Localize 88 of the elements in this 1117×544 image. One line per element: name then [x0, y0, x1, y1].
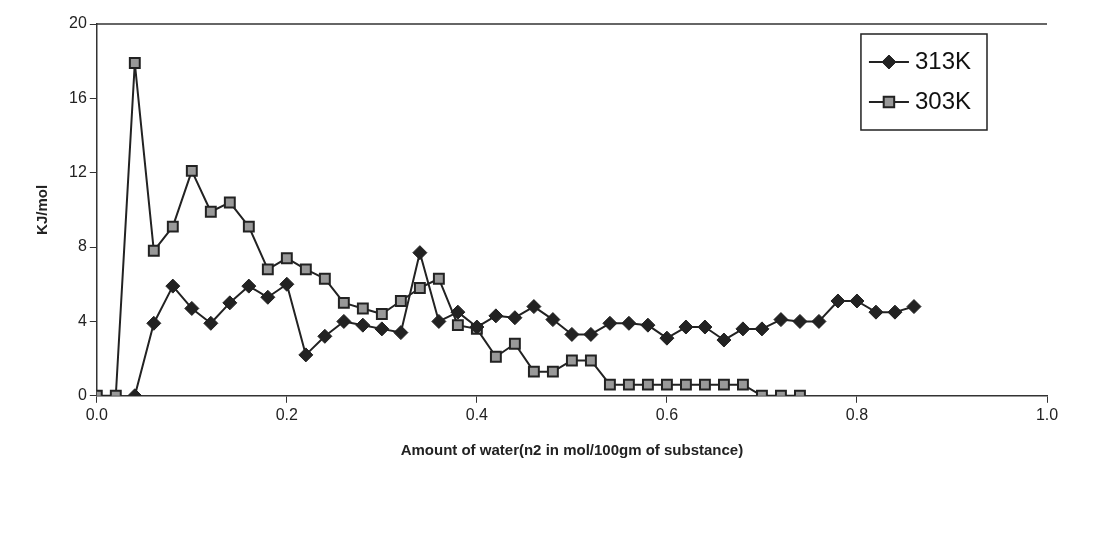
point	[413, 282, 426, 294]
x-tick-label: 0.4	[465, 405, 489, 423]
point	[603, 378, 616, 391]
point	[830, 293, 846, 309]
x-tick-label: 0.6	[655, 405, 679, 423]
point	[279, 276, 295, 292]
point	[147, 244, 160, 257]
x-tick-label: 0.0	[85, 405, 109, 423]
point	[906, 299, 922, 315]
point	[811, 313, 827, 329]
point	[317, 328, 333, 344]
legend-label: 303K	[914, 86, 972, 114]
point	[488, 308, 504, 324]
y-tick-label: 4	[77, 311, 87, 329]
point	[717, 378, 730, 391]
point	[261, 263, 274, 276]
point	[602, 315, 618, 331]
point	[298, 347, 314, 363]
point	[640, 317, 656, 333]
x-tick-label: 0.8	[845, 405, 869, 423]
point	[336, 313, 352, 329]
point	[393, 325, 409, 341]
point	[203, 315, 219, 331]
x-tick-label: 1.0	[1035, 405, 1059, 423]
point	[678, 319, 694, 335]
point	[641, 378, 654, 391]
point	[868, 304, 884, 320]
point	[564, 326, 580, 342]
point	[222, 295, 238, 311]
y-tick-label: 0	[77, 386, 87, 404]
point	[526, 299, 542, 315]
y-tick-label: 16	[69, 88, 87, 106]
y-tick-label: 12	[69, 163, 87, 181]
point	[185, 164, 198, 177]
point	[241, 278, 257, 294]
point	[356, 302, 369, 315]
point	[242, 220, 255, 233]
point	[184, 300, 200, 316]
y-axis-title: KJ/mol	[33, 184, 51, 235]
point	[698, 378, 711, 391]
point	[660, 378, 673, 391]
point	[450, 304, 466, 320]
point	[622, 378, 635, 391]
point	[584, 354, 597, 367]
point	[792, 313, 808, 329]
point	[849, 293, 865, 309]
point	[697, 319, 713, 335]
point	[736, 378, 749, 391]
point	[621, 315, 637, 331]
point	[412, 245, 428, 261]
point	[507, 310, 523, 326]
point	[280, 252, 293, 265]
y-tick-label: 20	[69, 14, 87, 32]
point	[166, 220, 179, 233]
point	[375, 308, 388, 320]
point	[146, 315, 162, 331]
point	[565, 354, 578, 367]
point	[679, 378, 692, 391]
point	[374, 321, 390, 337]
point	[489, 350, 502, 363]
point	[659, 330, 675, 346]
point	[165, 278, 181, 294]
x-tick-label: 0.2	[275, 405, 299, 423]
x-axis-title: Amount of water(n2 in mol/100gm of substance)	[400, 441, 744, 459]
point	[887, 304, 903, 320]
point	[527, 365, 540, 378]
point	[431, 313, 447, 329]
point	[204, 205, 217, 218]
point	[583, 326, 599, 342]
point	[735, 321, 751, 337]
point	[318, 272, 331, 285]
point	[355, 317, 371, 333]
legend-label: 313K	[914, 46, 972, 74]
point	[716, 332, 732, 348]
point	[128, 57, 141, 69]
point	[432, 272, 445, 285]
point	[394, 295, 407, 307]
point	[299, 263, 312, 276]
point	[546, 365, 559, 378]
point	[451, 319, 464, 332]
y-tick-label: 8	[77, 237, 87, 255]
point	[337, 296, 350, 309]
point	[754, 321, 770, 337]
point	[260, 289, 276, 305]
point	[545, 312, 561, 328]
point	[508, 337, 521, 350]
point	[223, 196, 236, 209]
point	[773, 312, 789, 328]
